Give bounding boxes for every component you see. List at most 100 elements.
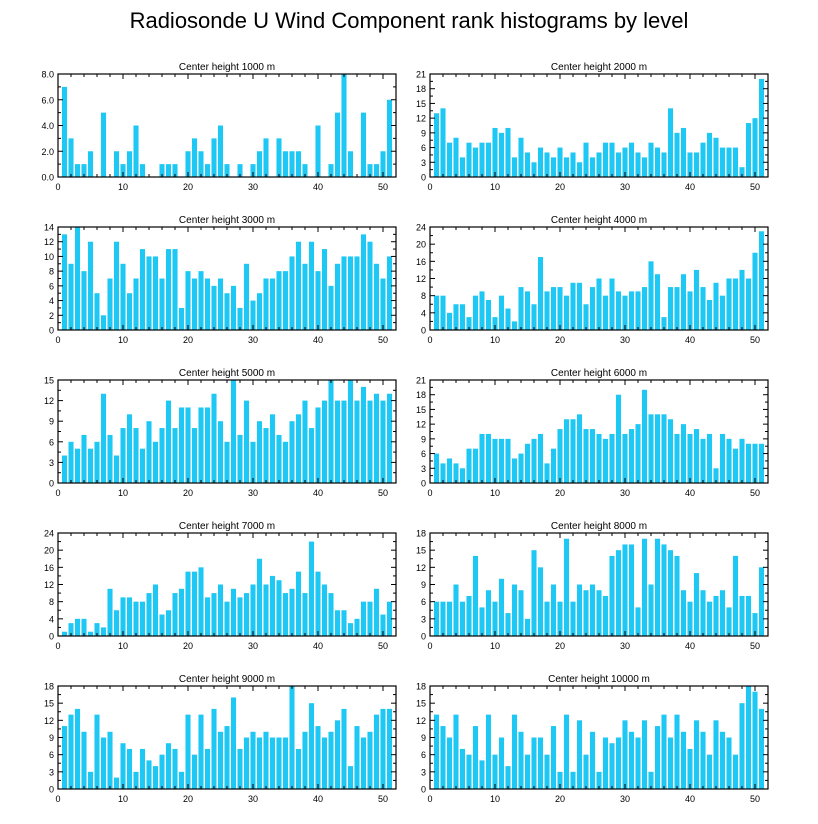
histogram-bar — [282, 441, 289, 483]
histogram-bar — [61, 234, 68, 330]
histogram-bar — [667, 419, 674, 483]
histogram-bar — [224, 601, 230, 636]
histogram-bar — [674, 132, 680, 177]
histogram-bar — [328, 285, 334, 330]
histogram-bar — [654, 538, 661, 636]
histogram-bar — [295, 414, 302, 483]
panel-title: Center height 5000 m — [179, 368, 275, 379]
histogram-bar — [334, 400, 341, 483]
y-tick-label: 2.0 — [41, 147, 54, 157]
x-tick-label: 40 — [313, 641, 323, 651]
histogram-bar — [380, 708, 386, 789]
histogram-bar — [628, 142, 635, 177]
histogram-bar — [185, 714, 191, 789]
histogram-bar — [745, 595, 752, 636]
y-tick-label: 6 — [421, 143, 426, 153]
x-tick-label: 10 — [118, 641, 128, 651]
histogram-bar — [159, 614, 165, 636]
histogram-bar — [622, 147, 628, 177]
histogram-bar — [693, 573, 700, 636]
histogram-bar — [243, 263, 250, 330]
histogram-bar — [758, 567, 765, 636]
histogram-bar — [269, 737, 276, 789]
histogram-bar — [74, 618, 81, 636]
histogram-bar — [472, 726, 479, 789]
histogram-bar — [745, 686, 752, 789]
histogram-bar — [609, 278, 615, 330]
y-tick-label: 0 — [49, 326, 54, 336]
x-tick-label: 30 — [248, 488, 258, 498]
histogram-bar — [693, 152, 700, 177]
y-tick-label: 9 — [49, 417, 54, 427]
histogram-bar — [224, 293, 230, 330]
histogram-bar — [172, 748, 178, 789]
histogram-bar — [380, 151, 386, 177]
histogram-bar — [237, 597, 243, 637]
histogram-bar — [237, 434, 243, 483]
histogram-bar — [230, 697, 237, 789]
histogram-bar — [94, 623, 100, 637]
histogram-panel: Center height 3000 m 0 2 4 6 8 10 12 14 0 10 20 30 40… — [44, 215, 397, 345]
histogram-bar — [68, 714, 74, 789]
histogram-bar — [133, 428, 139, 483]
histogram-bar — [198, 714, 204, 789]
histogram-bar — [550, 448, 557, 483]
histogram-bar — [68, 263, 74, 330]
histogram-bar — [146, 593, 152, 636]
histogram-bar — [628, 544, 635, 636]
histogram-bar — [68, 441, 74, 483]
histogram-bar — [511, 458, 518, 483]
histogram-bar — [230, 588, 237, 636]
histogram-panel: Center height 6000 m 0 3 6 9 12 15 18 21 0 10 20 30 4… — [416, 368, 769, 498]
histogram-bar — [713, 282, 719, 330]
histogram-bar — [100, 627, 107, 636]
histogram-bar — [479, 433, 485, 483]
histogram-bar — [440, 463, 446, 483]
y-tick-label: 20 — [416, 240, 426, 250]
histogram-bar — [518, 287, 524, 330]
histogram-bar — [602, 142, 609, 177]
x-tick-label: 20 — [183, 641, 193, 651]
histogram-bar — [726, 737, 732, 789]
histogram-bar — [100, 737, 107, 789]
histogram-bar — [674, 714, 680, 789]
y-tick-label: 6 — [421, 449, 426, 459]
histogram-bar — [544, 754, 550, 789]
histogram-bar — [198, 407, 204, 483]
histogram-bar — [661, 152, 667, 177]
histogram-bar — [719, 433, 726, 483]
x-tick-label: 50 — [750, 641, 760, 651]
histogram-bar — [550, 287, 557, 330]
histogram-bar — [628, 291, 635, 331]
y-tick-label: 14 — [44, 223, 54, 233]
histogram-bar — [745, 443, 752, 483]
histogram-bar — [459, 601, 466, 636]
y-tick-label: 0 — [49, 479, 54, 489]
histogram-bar — [172, 593, 178, 636]
histogram-bar — [211, 708, 217, 789]
histogram-bar — [648, 414, 654, 483]
histogram-bar — [126, 151, 133, 177]
x-tick-label: 10 — [490, 335, 500, 345]
histogram-bar — [224, 441, 230, 483]
histogram-bar — [211, 393, 217, 483]
histogram-bar — [289, 256, 295, 330]
histogram-bar — [674, 287, 680, 330]
histogram-bar — [302, 593, 308, 636]
x-tick-label: 0 — [427, 641, 432, 651]
histogram-bar — [596, 771, 602, 789]
histogram-bar — [230, 285, 237, 330]
histogram-bar — [87, 448, 94, 483]
histogram-bar — [492, 754, 498, 789]
histogram-bar — [511, 714, 518, 789]
y-tick-label: 0 — [421, 632, 426, 642]
histogram-bar — [602, 438, 609, 483]
histogram-bar — [211, 593, 217, 636]
histogram-bar — [498, 737, 505, 789]
histogram-bar — [537, 567, 544, 636]
histogram-bar — [700, 731, 706, 789]
histogram-bar — [74, 448, 81, 483]
histogram-bar — [178, 407, 185, 483]
histogram-bar — [321, 400, 328, 483]
